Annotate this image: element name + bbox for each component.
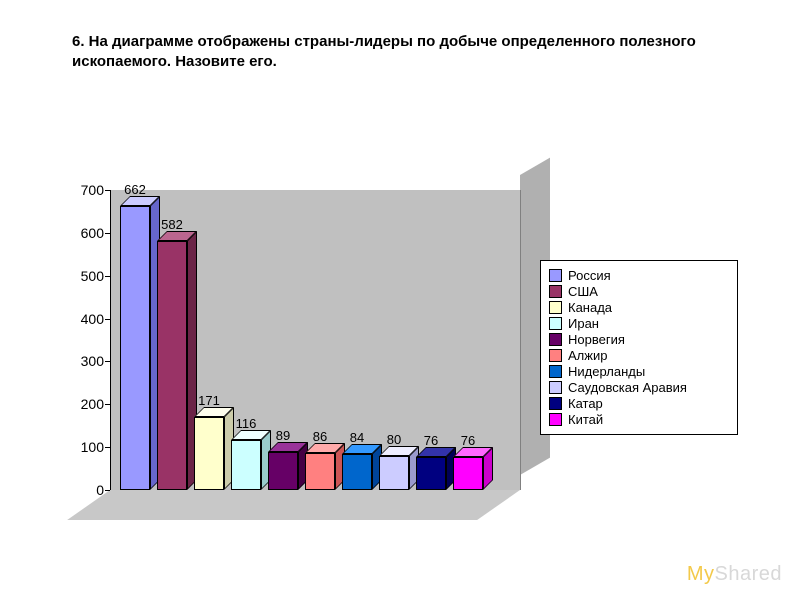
y-axis-line (110, 190, 111, 490)
legend-swatch (549, 285, 562, 298)
legend-item: Канада (549, 300, 729, 315)
y-tick-mark (105, 233, 110, 234)
legend-item: Иран (549, 316, 729, 331)
bar: 89 (268, 452, 298, 490)
bar-front (120, 206, 150, 490)
bar: 116 (231, 440, 261, 490)
chart: 0100200300400500600700 66258217111689868… (60, 190, 520, 530)
legend-label: Алжир (568, 348, 607, 363)
legend-item: Катар (549, 396, 729, 411)
y-tick-mark (105, 404, 110, 405)
legend: РоссияСШАКанадаИранНорвегияАлжирНидерлан… (540, 260, 738, 435)
bar-value-label: 76 (461, 433, 475, 448)
legend-swatch (549, 269, 562, 282)
legend-swatch (549, 397, 562, 410)
bar-front (453, 457, 483, 490)
legend-label: Канада (568, 300, 612, 315)
bar-value-label: 76 (424, 433, 438, 448)
bar-value-label: 86 (313, 429, 327, 444)
bar-front (157, 241, 187, 490)
legend-item: Россия (549, 268, 729, 283)
y-tick-label: 200 (60, 396, 104, 412)
bar-value-label: 84 (350, 430, 364, 445)
legend-label: Нидерланды (568, 364, 645, 379)
bar-value-label: 582 (161, 217, 183, 232)
watermark-prefix: My (687, 563, 715, 585)
legend-swatch (549, 365, 562, 378)
bar-value-label: 662 (124, 182, 146, 197)
bar-front (231, 440, 261, 490)
legend-swatch (549, 381, 562, 394)
legend-label: Саудовская Аравия (568, 380, 687, 395)
y-tick-mark (105, 190, 110, 191)
bar-value-label: 80 (387, 432, 401, 447)
y-tick-label: 600 (60, 225, 104, 241)
bar-front (268, 452, 298, 490)
legend-swatch (549, 301, 562, 314)
legend-item: Нидерланды (549, 364, 729, 379)
y-tick-label: 500 (60, 268, 104, 284)
bar: 84 (342, 454, 372, 490)
legend-label: Катар (568, 396, 603, 411)
bar-front (342, 454, 372, 490)
bar-side (483, 447, 493, 490)
y-tick-label: 100 (60, 439, 104, 455)
legend-item: Саудовская Аравия (549, 380, 729, 395)
bar-front (416, 457, 446, 490)
legend-swatch (549, 317, 562, 330)
bar: 582 (157, 241, 187, 490)
y-tick-mark (105, 447, 110, 448)
bar: 662 (120, 206, 150, 490)
y-tick-mark (105, 490, 110, 491)
legend-swatch (549, 413, 562, 426)
legend-item: Норвегия (549, 332, 729, 347)
bar: 76 (416, 457, 446, 490)
y-tick-label: 0 (60, 482, 104, 498)
legend-label: Иран (568, 316, 599, 331)
chart-floor (67, 490, 520, 520)
watermark-suffix: Shared (715, 563, 783, 585)
bar-value-label: 89 (276, 428, 290, 443)
legend-label: Китай (568, 412, 603, 427)
y-tick-label: 300 (60, 353, 104, 369)
y-tick-mark (105, 319, 110, 320)
legend-item: США (549, 284, 729, 299)
legend-swatch (549, 349, 562, 362)
bar-front (194, 417, 224, 490)
legend-item: Китай (549, 412, 729, 427)
legend-label: США (568, 284, 598, 299)
legend-label: Россия (568, 268, 611, 283)
chart-title: 6. На диаграмме отображены страны-лидеры… (72, 32, 740, 73)
bar-value-label: 171 (198, 393, 220, 408)
y-tick-label: 700 (60, 182, 104, 198)
y-tick-mark (105, 361, 110, 362)
legend-swatch (549, 333, 562, 346)
bar-value-label: 116 (236, 416, 257, 431)
legend-item: Алжир (549, 348, 729, 363)
bar: 86 (305, 453, 335, 490)
bar: 76 (453, 457, 483, 490)
bar: 80 (379, 456, 409, 490)
bar: 171 (194, 417, 224, 490)
y-tick-label: 400 (60, 311, 104, 327)
legend-label: Норвегия (568, 332, 625, 347)
bar-front (305, 453, 335, 490)
y-tick-mark (105, 276, 110, 277)
bars-container: 662582171116898684807676 (120, 190, 510, 490)
watermark: MyShared (687, 563, 782, 586)
bar-front (379, 456, 409, 490)
